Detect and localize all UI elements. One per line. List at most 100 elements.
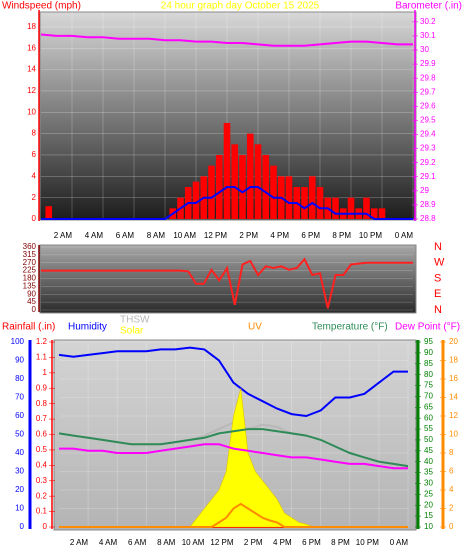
- y-tick-label: 10: [15, 504, 24, 513]
- y-tick-label: 35: [424, 468, 433, 477]
- y-tick-label: 29.6: [420, 101, 436, 110]
- y-tick-label: 40: [15, 448, 24, 457]
- y-tick-label: 55: [424, 424, 433, 433]
- y-tick-label: 0: [20, 522, 25, 531]
- y-tick-label: 28.9: [420, 200, 436, 209]
- bar: [192, 181, 200, 219]
- y-tick-label: 8: [32, 129, 37, 138]
- line: [58, 346, 408, 418]
- x-tick-label: 6 AM: [116, 231, 135, 240]
- legend-label: THSW: [120, 315, 150, 326]
- x-tick-label: 8 AM: [147, 231, 166, 240]
- x-tick-label: 2 AM: [70, 538, 89, 547]
- line: [59, 443, 408, 470]
- y-tick-label: 29.4: [420, 130, 436, 139]
- y-tick-label: 40: [424, 457, 433, 466]
- y-tick-label: 30.2: [420, 17, 436, 26]
- bar: [370, 208, 378, 219]
- y-tick-label: 95: [424, 337, 433, 346]
- bar: [246, 133, 254, 219]
- x-tick-label: 4 PM: [273, 538, 292, 547]
- y-tick-label: 15: [424, 511, 433, 520]
- y-tick-label: 18: [449, 356, 458, 365]
- x-tick-label: 4 PM: [270, 231, 289, 240]
- x-tick-label: 12 PM: [210, 538, 233, 547]
- y-tick-label: 0: [32, 214, 37, 223]
- x-tick-label: 10 AM: [182, 538, 205, 547]
- bar: [254, 144, 262, 219]
- bar: [301, 186, 308, 219]
- bar: [231, 144, 239, 219]
- y-tick-label: 90: [424, 348, 433, 357]
- bar: [316, 186, 324, 219]
- y-tick-label: 50: [424, 435, 433, 444]
- x-tick-label: 2 AM: [54, 231, 73, 240]
- y-tick-label: 6: [32, 150, 37, 159]
- y-tick-label: 29.5: [420, 116, 436, 125]
- y-tick-label: 60: [424, 413, 433, 422]
- y-tick-label: 0: [449, 522, 454, 531]
- y-tick-label: 0.1: [36, 507, 48, 516]
- bar: [208, 165, 215, 219]
- x-tick-label: 8 PM: [332, 231, 351, 240]
- bar: [332, 197, 339, 219]
- y-tick-label: 1.1: [36, 353, 48, 362]
- y-tick-label: 135: [23, 281, 37, 290]
- y-tick-label: 6: [449, 467, 454, 476]
- y-axis-label: Windspeed (mph): [2, 1, 81, 12]
- bar: [45, 206, 53, 219]
- y-tick-label: 16: [449, 374, 458, 383]
- x-tick-label: 6 PM: [301, 231, 320, 240]
- bar: [285, 176, 293, 219]
- x-tick-label: 6 AM: [128, 538, 147, 547]
- x-tick-label: 6 PM: [302, 538, 321, 547]
- y-tick-label: 45: [27, 297, 36, 306]
- y-tick-label: 30: [15, 467, 24, 476]
- axis-bar: [28, 340, 32, 529]
- bar: [270, 165, 277, 219]
- chart-title: 24 hour graph day October 15 2025: [161, 1, 320, 12]
- y-tick-label: 80: [424, 370, 433, 379]
- y-tick-label: 12: [27, 86, 36, 95]
- x-tick-label: 8 PM: [331, 538, 350, 547]
- y-tick-label: 29.8: [420, 73, 436, 82]
- y-tick-label: 12: [449, 411, 458, 420]
- y-tick-label: 30: [420, 45, 429, 54]
- y-tick-label: 315: [23, 250, 37, 259]
- y-tick-label: 70: [424, 392, 433, 401]
- line: [40, 33, 413, 47]
- y-tick-label: 30: [424, 479, 433, 488]
- y-tick-label: 80: [15, 374, 24, 383]
- y-tick-label: 0.6: [36, 430, 48, 439]
- y-tick-label: 180: [23, 274, 37, 283]
- legend-label: Rainfall (.in): [2, 322, 55, 333]
- axis-bar: [38, 10, 40, 221]
- y-tick-label: W: [434, 257, 445, 269]
- y-tick-label: 0.7: [36, 414, 48, 423]
- legend-label: Temperature (°F): [312, 322, 388, 333]
- y-tick-label: 14: [449, 393, 458, 402]
- y-tick-label: N: [434, 304, 442, 316]
- y-tick-label: 45: [424, 446, 433, 455]
- y-tick-label: 29.7: [420, 87, 436, 96]
- y-tick-label: 65: [424, 402, 433, 411]
- y-tick-label: 0.8: [36, 399, 48, 408]
- y-tick-label: 16: [27, 43, 36, 52]
- y-tick-label: 0.9: [36, 383, 48, 392]
- y-tick-label: 25: [424, 489, 433, 498]
- y-tick-label: 70: [15, 393, 24, 402]
- bar: [308, 176, 316, 219]
- bar: [363, 197, 370, 219]
- y-tick-label: 4: [449, 485, 454, 494]
- y-tick-label: N: [434, 241, 442, 253]
- x-tick-label: 2 PM: [244, 538, 263, 547]
- x-tick-label: 10 AM: [173, 231, 196, 240]
- y-tick-label: 10: [449, 430, 458, 439]
- y-tick-label: 1.2: [36, 337, 48, 346]
- axis-bar: [416, 340, 420, 529]
- line: [59, 502, 408, 528]
- y-tick-label: 28.8: [420, 214, 436, 223]
- y-tick-label: 8: [449, 448, 454, 457]
- y-tick-label: 0.3: [36, 476, 48, 485]
